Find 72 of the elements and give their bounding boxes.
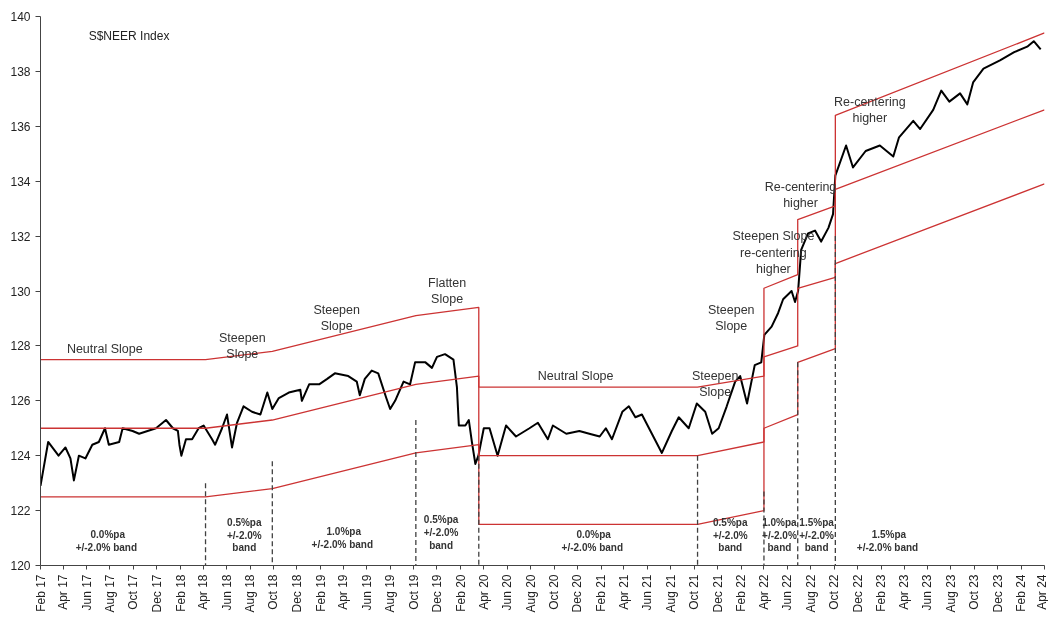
x-tick-label: Feb 18 <box>173 574 188 612</box>
x-tick-label: Feb 21 <box>594 574 609 612</box>
x-tick-label: Oct 18 <box>266 574 281 610</box>
x-tick-label: Dec 20 <box>570 574 585 613</box>
x-tick-label: Oct 23 <box>967 574 982 610</box>
x-tick-label: Feb 22 <box>734 574 749 612</box>
text: S$NEER Index <box>88 28 170 43</box>
x-tick-label: Feb 17 <box>33 574 48 612</box>
x-tick-label: Dec 18 <box>289 574 304 613</box>
x-tick-label: Aug 23 <box>943 574 958 613</box>
x-tick-label: Feb 19 <box>313 574 328 612</box>
x-tick-label: Aug 21 <box>663 574 678 613</box>
x-tick-label: Oct 17 <box>126 574 141 610</box>
x-tick-label: Apr 20 <box>476 574 491 610</box>
annotation: Steepen Slope <box>313 303 361 334</box>
y-tick-label: 130 <box>10 284 31 299</box>
y-tick-label: 138 <box>10 64 31 79</box>
y-tick-label: 120 <box>10 559 31 573</box>
x-tick-label: Jun 17 <box>79 574 94 611</box>
annotation: Steepen Slope <box>707 303 755 334</box>
annotation: 0.5%pa +/-2.0% band <box>226 517 262 554</box>
annotation: 1.0%pa +/-2.0% band <box>311 526 374 550</box>
annotation: 1.5%pa +/-2.0% band <box>799 517 835 554</box>
annotation: Neutral Slope <box>537 369 614 384</box>
x-tick-label: Aug 17 <box>102 574 117 613</box>
x-tick-label: Apr 22 <box>756 574 771 610</box>
x-tick-label: Oct 22 <box>827 574 842 610</box>
x-tick-label: Apr 23 <box>897 574 912 610</box>
y-tick-label: 126 <box>10 394 31 409</box>
annotation: Steepen Slope <box>691 369 739 400</box>
annotation: Neutral Slope <box>66 341 143 356</box>
x-tick-label: Aug 19 <box>383 574 398 613</box>
x-tick-label: Apr 24 <box>1034 574 1048 610</box>
x-tick-label: Aug 18 <box>243 574 258 613</box>
x-tick-label: Jun 21 <box>640 574 655 611</box>
line-series <box>40 40 1042 487</box>
annotation: 1.5%pa +/-2.0% band <box>856 528 919 553</box>
x-tick-label: Dec 21 <box>710 574 725 613</box>
x-tick-label: Dec 22 <box>850 574 865 613</box>
x-tick-label: Apr 17 <box>56 574 71 610</box>
x-tick-label: Dec 17 <box>149 574 164 613</box>
x-tick-label: Aug 20 <box>523 574 538 613</box>
x-tick-label: Apr 21 <box>616 574 631 610</box>
y-tick-label: 128 <box>10 339 31 354</box>
x-tick-label: Apr 18 <box>196 574 211 610</box>
x-tick-label: Jun 22 <box>780 574 795 611</box>
x-tick-label: Oct 21 <box>687 574 702 610</box>
x-tick-label: Aug 22 <box>803 574 818 613</box>
y-tick-label: 134 <box>10 174 31 189</box>
y-tick-label: 136 <box>10 119 31 134</box>
x-tick-label: Dec 23 <box>990 574 1005 613</box>
x-tick-label: Oct 20 <box>547 574 562 610</box>
y-tick-label: 132 <box>10 229 31 244</box>
x-tick-label: Jun 20 <box>500 574 515 611</box>
x-tick-label: Jun 23 <box>920 574 935 611</box>
x-tick-label: Feb 23 <box>874 574 889 612</box>
y-tick-label: 124 <box>10 449 31 464</box>
x-tick-label: Oct 19 <box>406 574 421 610</box>
annotation: 0.5%pa +/-2.0% band <box>712 517 748 554</box>
annotation: 0.0%pa +/-2.0% band <box>561 528 624 553</box>
annotation: 1.0%pa +/-2.0% band <box>762 517 798 554</box>
x-tick-label: Feb 24 <box>1014 574 1029 612</box>
y-tick-label: 122 <box>10 504 31 519</box>
y-tick-label: 140 <box>10 10 31 24</box>
x-tick-label: Apr 19 <box>336 574 351 610</box>
x-tick-label: Dec 19 <box>429 574 444 613</box>
x-tick-label: Jun 18 <box>219 574 234 611</box>
x-tick-label: Feb 20 <box>453 574 468 612</box>
annotation: 0.0%pa +/-2.0% band <box>75 528 138 553</box>
annotation: Flatten Slope <box>428 275 467 307</box>
x-tick-label: Jun 19 <box>359 574 374 611</box>
annotation: 0.5%pa +/-2.0% band <box>423 514 459 551</box>
